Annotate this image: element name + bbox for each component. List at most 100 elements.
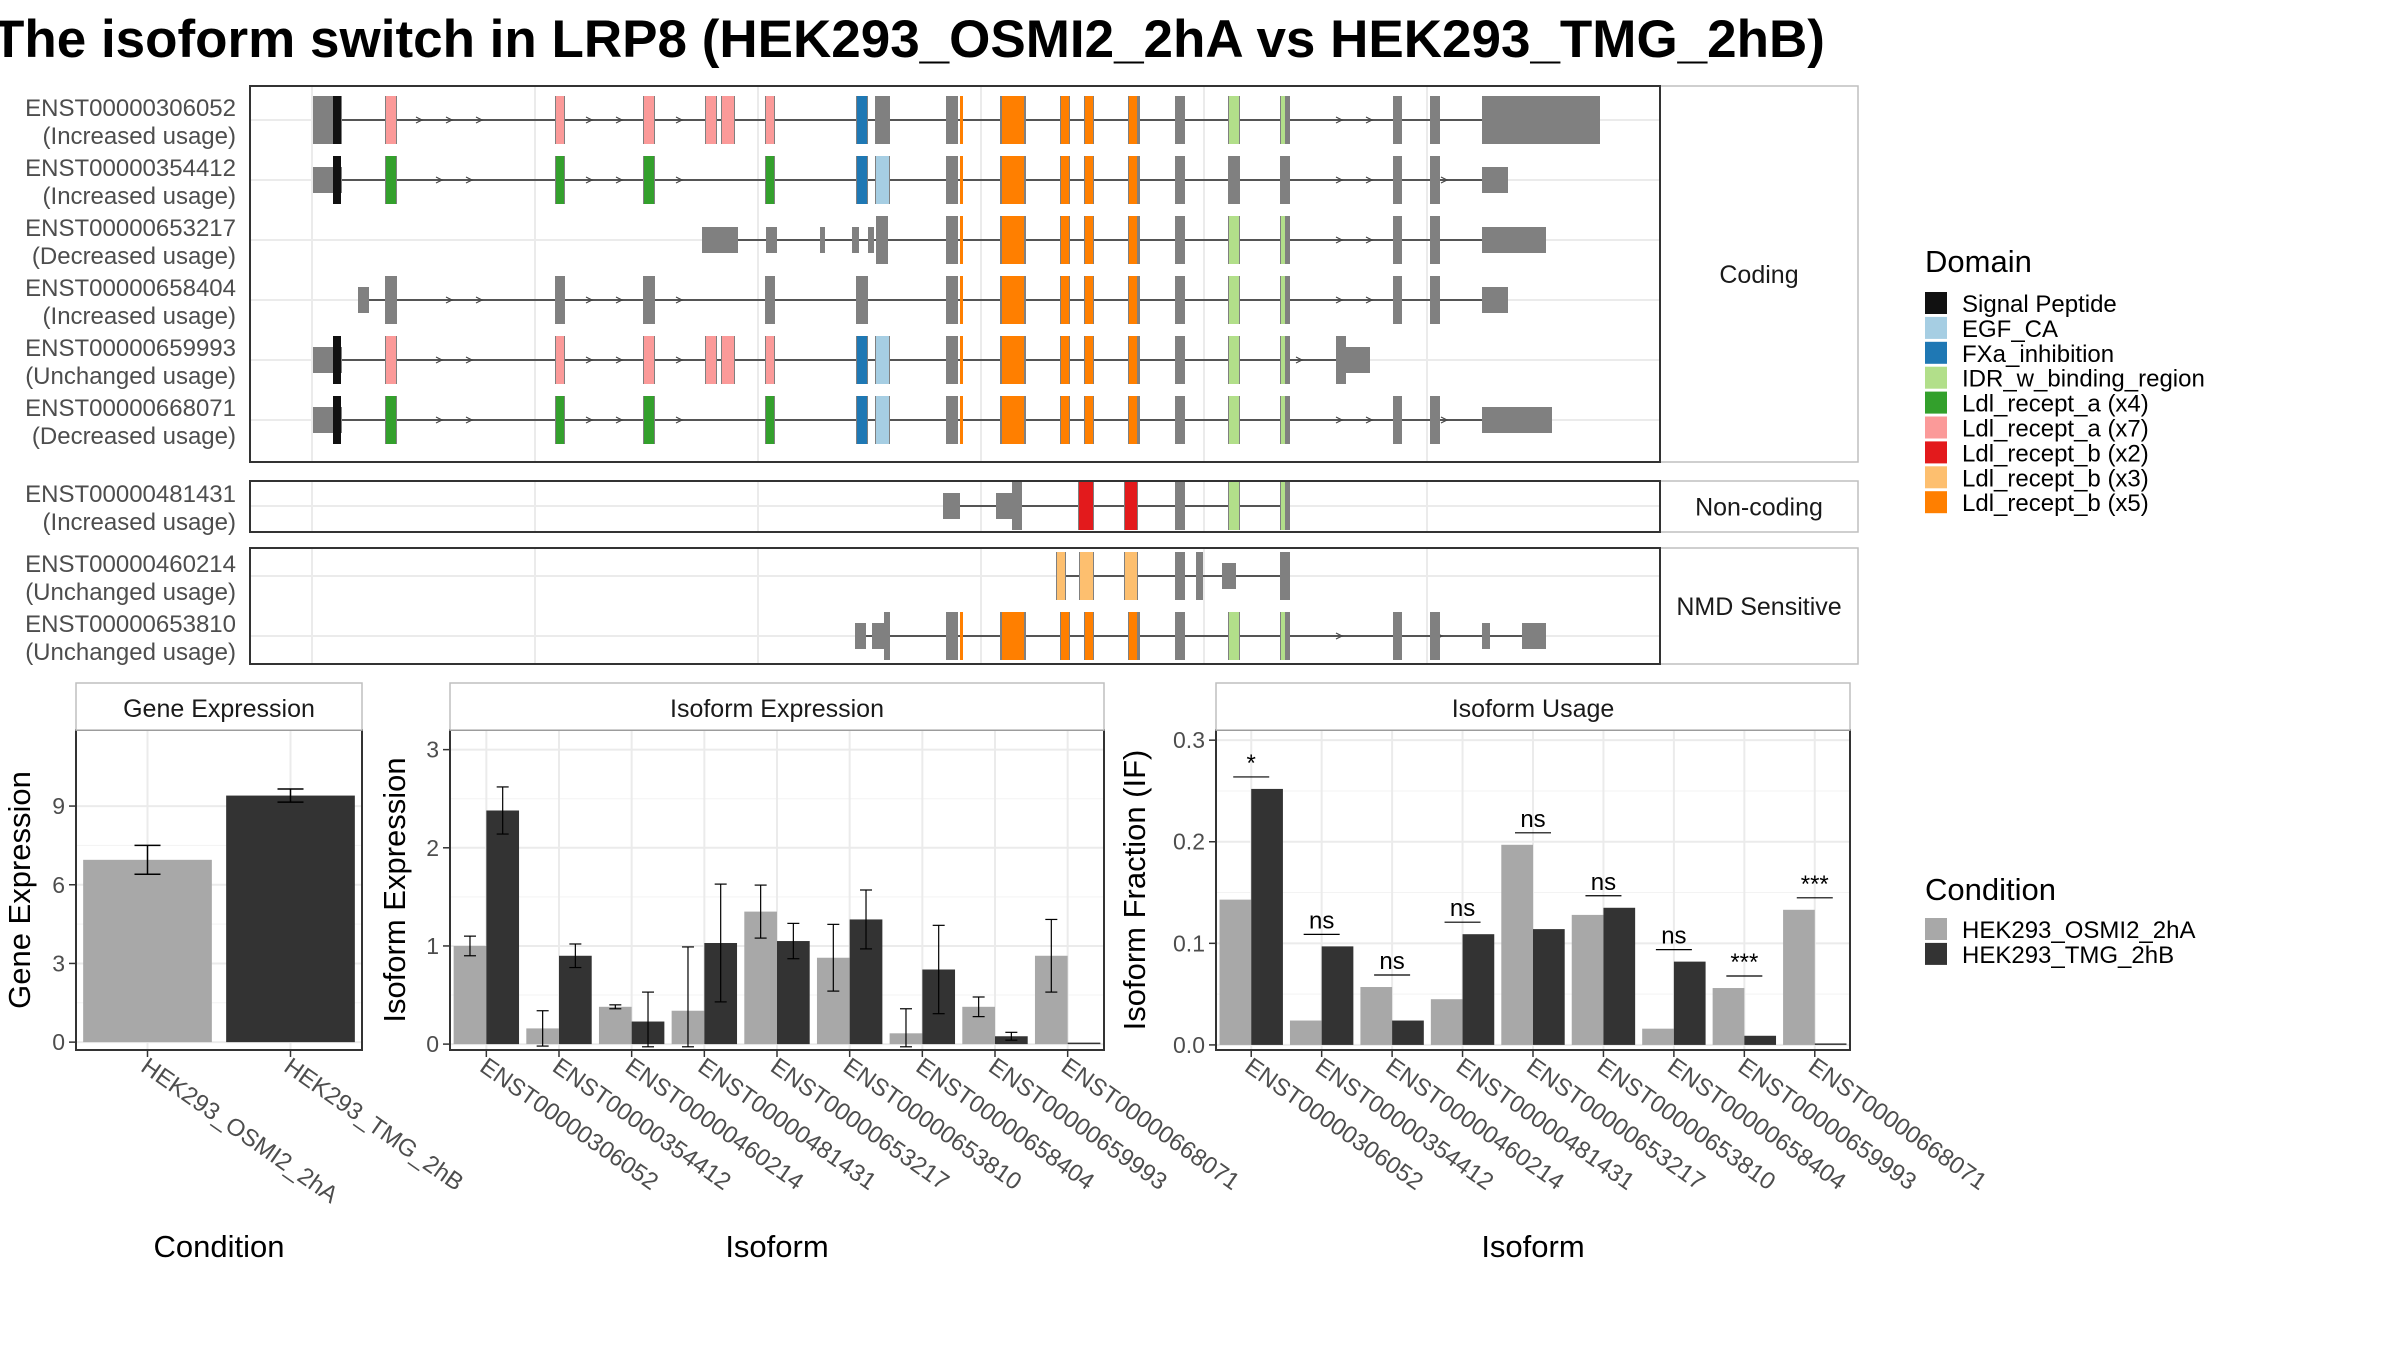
domain-segment — [1281, 276, 1285, 324]
exon — [996, 493, 1012, 519]
domain-segment — [1061, 612, 1069, 660]
bar — [1251, 788, 1283, 1045]
exon — [1430, 216, 1440, 264]
exon — [868, 227, 874, 253]
exon — [1430, 156, 1440, 204]
exon — [820, 227, 825, 253]
domain-segment — [556, 336, 564, 384]
domain-segment — [1061, 216, 1069, 264]
strand-arrow — [1335, 176, 1344, 184]
strand-arrow — [1335, 632, 1344, 640]
domain-legend-title: Domain — [1925, 244, 2032, 279]
domain-segment — [1129, 216, 1137, 264]
isoform-usage-label: (Decreased usage) — [32, 243, 236, 270]
domain-segment — [1057, 552, 1065, 600]
bar — [1289, 1020, 1322, 1045]
isoform-track — [702, 216, 1546, 264]
domain-segment — [857, 156, 867, 204]
domain-legend-swatch — [1925, 341, 1947, 364]
exon — [702, 227, 738, 253]
strand-arrow — [1365, 416, 1374, 424]
isoform-track — [313, 336, 1370, 384]
domain-segment — [556, 96, 564, 144]
y-tick-label: 3 — [52, 950, 65, 976]
structure-panel-border — [249, 85, 1661, 463]
structure-panel-border — [249, 547, 1661, 665]
y-tick-label: 0.3 — [1173, 727, 1205, 753]
strand-arrow — [1365, 236, 1374, 244]
strand-arrow — [1365, 176, 1374, 184]
isoform-track — [313, 396, 1552, 444]
domain-segment — [1002, 396, 1024, 444]
isoform-track — [313, 96, 1600, 144]
isoform-usage-label: (Increased usage) — [43, 123, 236, 150]
domain-segment — [1085, 96, 1093, 144]
strand-arrow — [585, 296, 594, 304]
y-tick-label: 0.2 — [1173, 829, 1205, 855]
domain-segment — [1129, 396, 1137, 444]
exon — [856, 276, 868, 324]
domain-segment — [1002, 336, 1024, 384]
strand-arrow — [435, 176, 444, 184]
bar — [486, 810, 520, 1045]
bar-charts: Gene Expression0369HEK293_OSMI2_2hAHEK29… — [2, 682, 1992, 1264]
exon — [1012, 482, 1022, 530]
structure-strip-label: Coding — [1719, 261, 1798, 289]
domain-legend-label: Ldl_recept_a (x4) — [1962, 391, 2149, 418]
isoform-id-label: ENST00000306052 — [25, 95, 236, 122]
exon — [884, 612, 890, 660]
chart-title: Gene Expression — [123, 695, 315, 723]
strand-arrow — [615, 356, 624, 364]
domain-segment — [722, 336, 734, 384]
exon — [1430, 96, 1440, 144]
domain-segment — [1129, 612, 1137, 660]
exon — [875, 96, 890, 144]
isoform-track — [1056, 552, 1290, 600]
domain-segment — [876, 396, 889, 444]
domain-legend-label: Ldl_recept_a (x7) — [1962, 416, 2149, 443]
bar — [1744, 1035, 1777, 1045]
domain-segment — [876, 156, 889, 204]
domain-segment — [960, 396, 963, 444]
domain-segment — [1229, 336, 1239, 384]
strand-arrow — [465, 356, 474, 364]
exon — [1175, 612, 1185, 660]
chart-title: Isoform Usage — [1452, 695, 1615, 723]
domain-segment — [386, 96, 396, 144]
domain-segment — [1129, 96, 1137, 144]
exon — [1280, 156, 1290, 204]
exon — [1430, 612, 1440, 660]
figure-title: The isoform switch in LRP8 (HEK293_OSMI2… — [0, 10, 1825, 69]
exon — [385, 276, 397, 324]
domain-legend-label: Signal Peptide — [1962, 291, 2117, 318]
exon — [1430, 276, 1440, 324]
bar — [453, 945, 487, 1045]
domain-segment — [1129, 156, 1137, 204]
exon — [1175, 396, 1185, 444]
strand-arrow — [1365, 116, 1374, 124]
domain-segment — [1061, 396, 1069, 444]
domain-segment — [386, 336, 396, 384]
domain-segment — [556, 396, 564, 444]
exon — [1175, 552, 1185, 600]
strand-arrow — [445, 296, 454, 304]
exon — [1482, 96, 1600, 144]
bar — [1642, 1028, 1674, 1045]
bar — [1392, 1020, 1424, 1045]
exon — [1393, 216, 1402, 264]
domain-legend-swatch — [1925, 316, 1947, 339]
domain-segment — [1125, 552, 1137, 600]
domain-segment — [1002, 96, 1024, 144]
strand-arrow — [475, 296, 484, 304]
domain-segment — [1125, 482, 1137, 530]
exon — [1393, 156, 1402, 204]
strand-arrow — [1295, 356, 1304, 364]
domain-segment — [1002, 156, 1024, 204]
exon — [1175, 276, 1185, 324]
isoform-usage-label: (Unchanged usage) — [25, 579, 236, 606]
exon — [1393, 276, 1402, 324]
domain-segment — [766, 96, 774, 144]
exon — [852, 227, 859, 253]
isoform-track — [943, 482, 1290, 530]
domain-segment — [1229, 612, 1239, 660]
